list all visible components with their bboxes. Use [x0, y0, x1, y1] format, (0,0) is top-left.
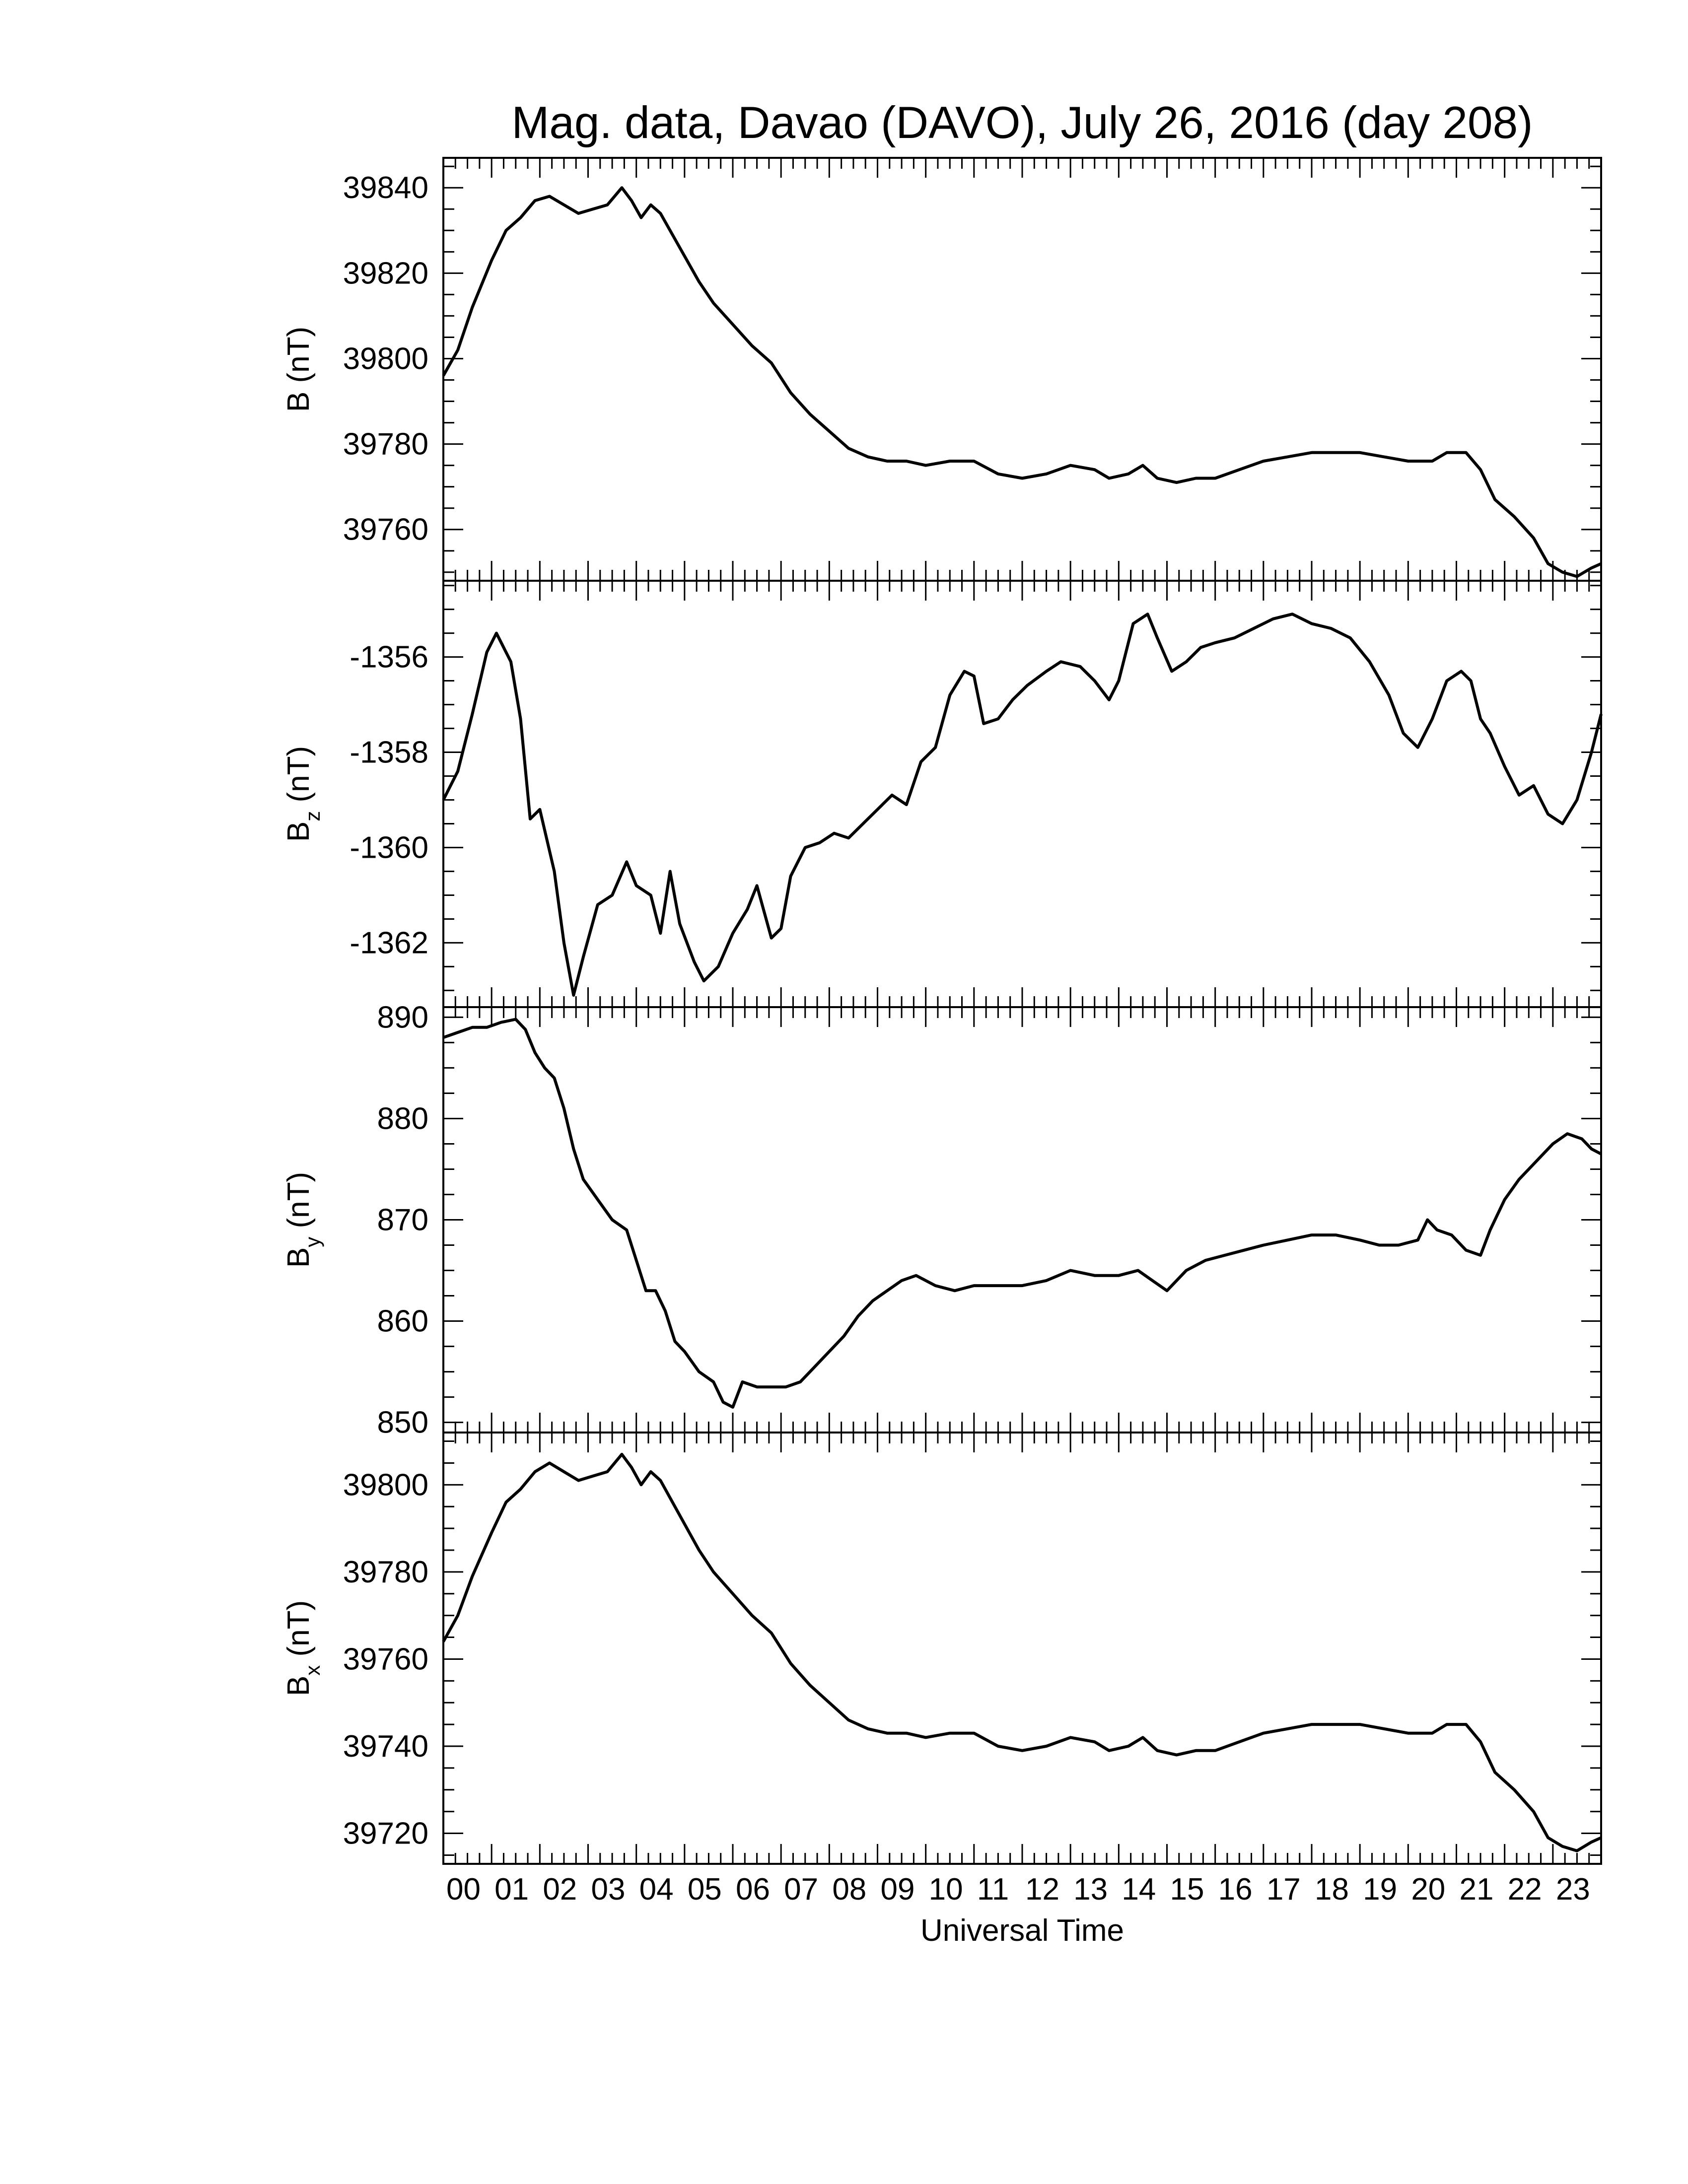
- x-tick-label: 12: [1025, 1872, 1059, 1907]
- y-tick-label: 39780: [343, 1555, 428, 1589]
- x-tick-label: 13: [1073, 1872, 1108, 1907]
- x-tick-label: 09: [881, 1872, 915, 1907]
- x-tick-label: 17: [1266, 1872, 1301, 1907]
- y-tick-label: 39800: [343, 1468, 428, 1502]
- y-tick-label: 39760: [343, 513, 428, 547]
- y-axis-label-main: B: [281, 821, 316, 842]
- x-tick-label: 22: [1508, 1872, 1542, 1907]
- y-tick-label: 39720: [343, 1817, 428, 1851]
- y-tick-label: 870: [377, 1203, 428, 1237]
- y-axis-label-subscript: x: [301, 1665, 324, 1676]
- panel-2: -1362 -1360 -1358 -1356 Bz (nT): [281, 580, 1603, 1008]
- series-line-panel-4: [442, 1452, 1602, 1852]
- y-axis-label: By (nT): [281, 1172, 324, 1268]
- x-tick-label: 01: [494, 1872, 529, 1907]
- y-axis-label-main: B: [281, 392, 316, 412]
- x-tick-label: 23: [1556, 1872, 1590, 1907]
- y-axis-label: Bz (nT): [281, 746, 324, 842]
- panel-frame: [442, 580, 1602, 1008]
- x-axis-label: Universal Time: [920, 1913, 1124, 1948]
- panel-frame: [442, 1432, 1602, 1865]
- y-tick-label: 39740: [343, 1729, 428, 1764]
- x-tick-label: 02: [543, 1872, 577, 1907]
- series-line-panel-2: [442, 613, 1603, 997]
- y-tick-label: -1358: [350, 736, 428, 770]
- y-tick-label: 39840: [343, 171, 428, 205]
- x-tick-label: 20: [1411, 1872, 1445, 1907]
- panel-frame: [442, 157, 1602, 582]
- x-tick-label: 16: [1218, 1872, 1253, 1907]
- x-tick-label: 18: [1315, 1872, 1349, 1907]
- y-tick-label: 880: [377, 1101, 428, 1136]
- y-tick-label: 39760: [343, 1642, 428, 1676]
- series-line-panel-3: [443, 1018, 1602, 1409]
- y-tick-label: 39820: [343, 256, 428, 290]
- y-axis-label: B (nT): [281, 327, 316, 412]
- x-tick-label: 06: [736, 1872, 770, 1907]
- y-tick-label: 860: [377, 1304, 428, 1339]
- x-tick-label: 08: [832, 1872, 866, 1907]
- y-tick-label: -1360: [350, 830, 428, 865]
- x-tick-label: 04: [639, 1872, 674, 1907]
- panel-3: 850 860 870 880 890 By (nT): [281, 1000, 1602, 1440]
- y-axis-label: Bx (nT): [281, 1600, 324, 1696]
- y-axis-label-subscript: y: [301, 1237, 324, 1247]
- y-tick-label: 890: [377, 1000, 428, 1034]
- y-axis-label-unit: (nT): [281, 1172, 316, 1237]
- y-axis-label-unit: (nT): [281, 1600, 316, 1665]
- x-tick-label: 11: [977, 1872, 1009, 1907]
- y-axis-label-main: B: [281, 1676, 316, 1696]
- x-tick-label: 05: [688, 1872, 722, 1907]
- y-tick-label: 39780: [343, 427, 428, 462]
- x-tick-labels: 00 01 02 03 04 05 06 07 08 09 10 11 12 13 14 15 16 17 18 19…: [446, 1872, 1590, 1907]
- y-tick-label: -1362: [350, 926, 428, 960]
- series-line-panel-1: [442, 186, 1602, 578]
- x-tick-label: 19: [1363, 1872, 1397, 1907]
- y-tick-label: -1356: [350, 640, 428, 675]
- chart-title: Mag. data, Davao (DAVO), July 26, 2016 (…: [512, 98, 1533, 148]
- y-tick-label: 850: [377, 1406, 428, 1440]
- x-tick-label: 14: [1122, 1872, 1156, 1907]
- x-tick-label: 21: [1460, 1872, 1494, 1907]
- x-tick-label: 15: [1170, 1872, 1204, 1907]
- x-tick-label: 00: [446, 1872, 481, 1907]
- y-axis-label-unit: (nT): [281, 327, 316, 392]
- y-axis-label-unit: (nT): [281, 746, 316, 811]
- x-tick-label: 03: [591, 1872, 626, 1907]
- x-tick-label: 10: [929, 1872, 963, 1907]
- x-tick-label: 07: [784, 1872, 818, 1907]
- y-axis-label-main: B: [281, 1247, 316, 1268]
- y-axis-label-subscript: z: [301, 811, 324, 821]
- y-tick-label: 39800: [343, 341, 428, 376]
- panel-1: 39760 39780 39800 39820 39840 B (nT): [281, 157, 1602, 582]
- panel-4: 39720 39740 39760 39780 39800 Bx (nT): [281, 1432, 1602, 1865]
